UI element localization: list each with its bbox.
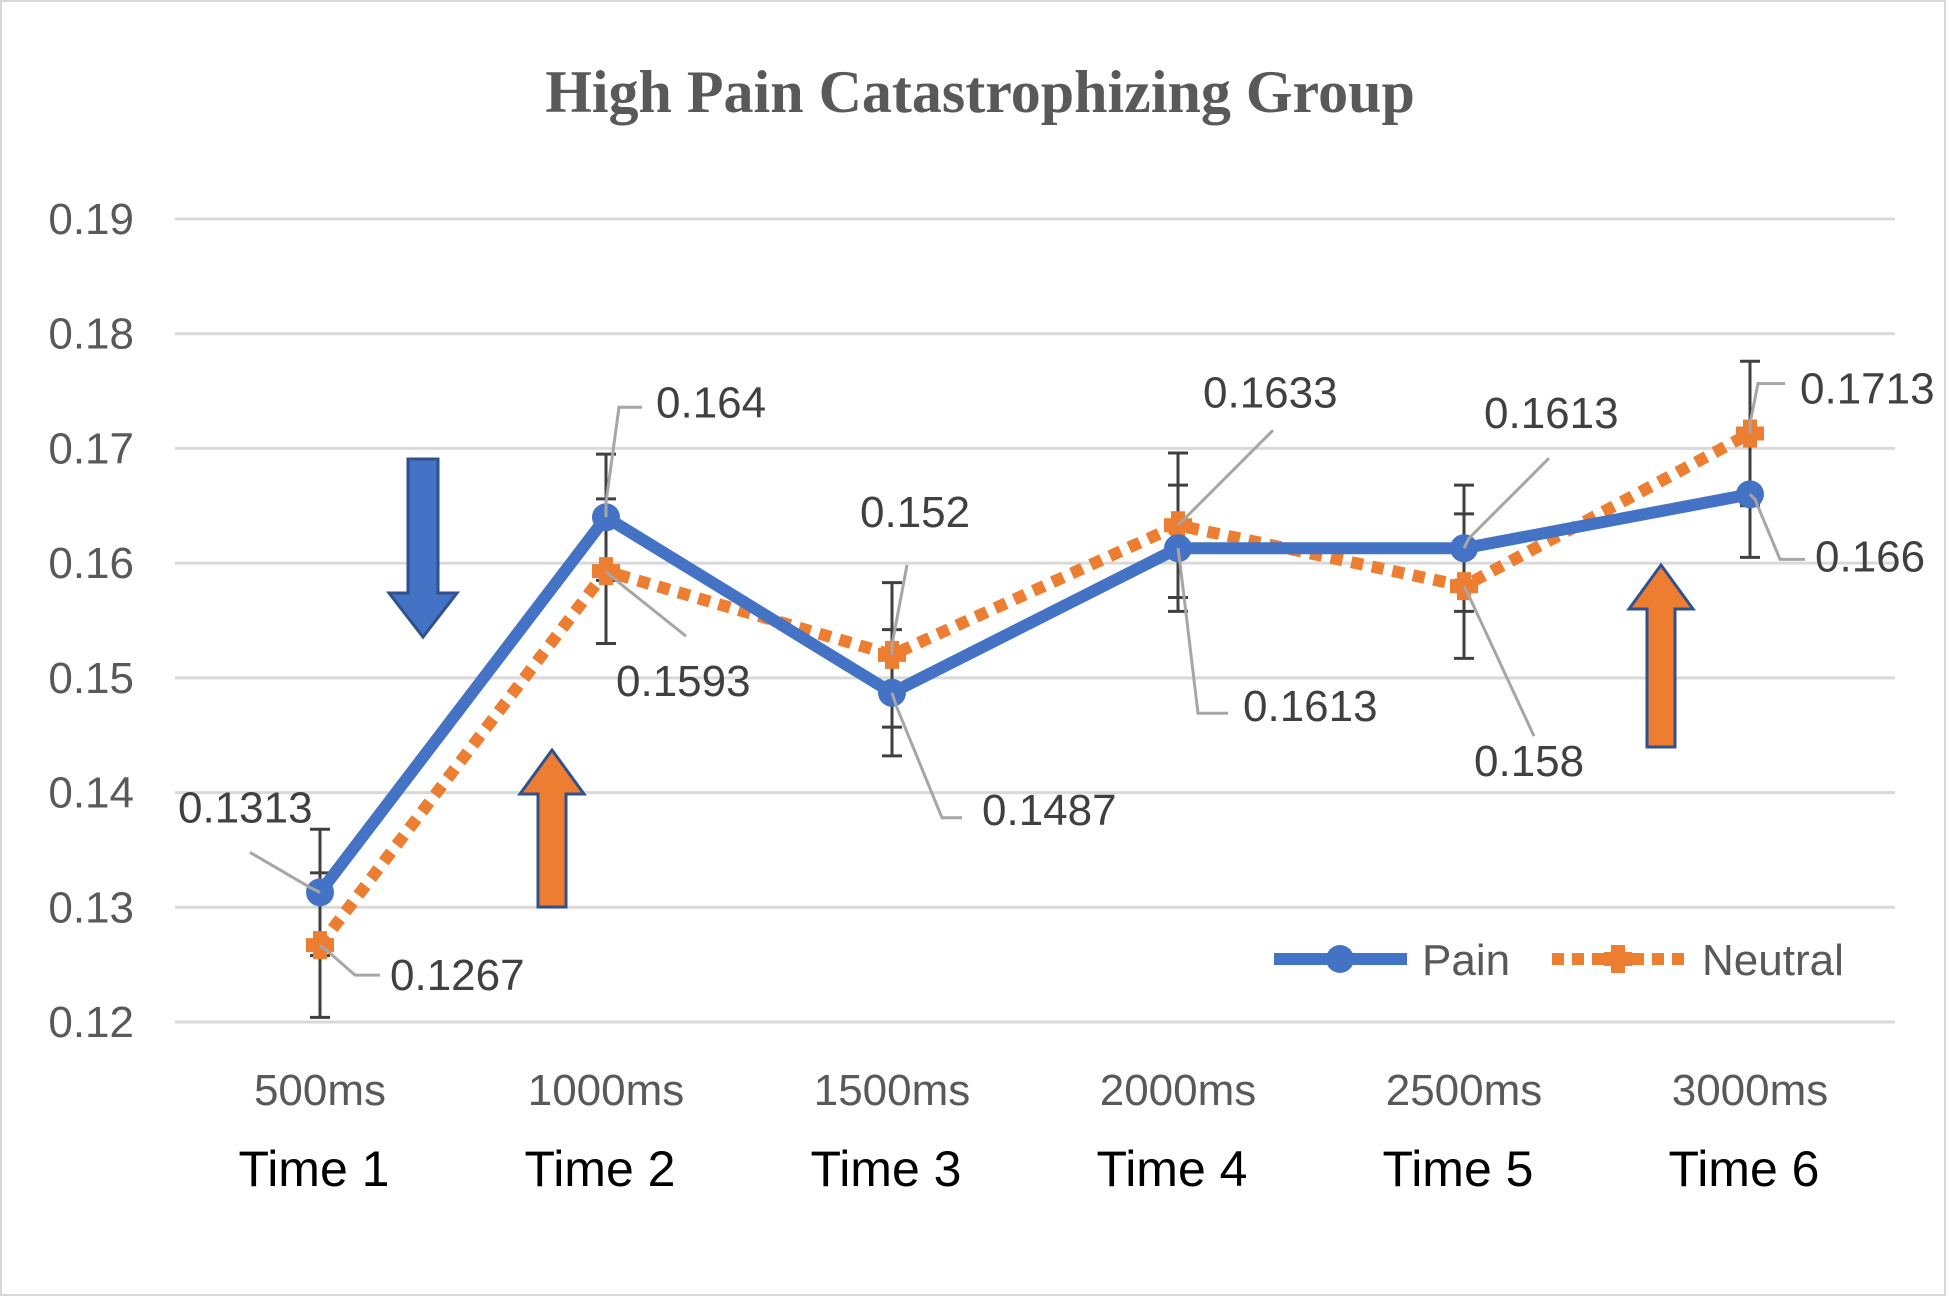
- label-leader-line: [604, 570, 687, 638]
- data-label-neutral: 0.1633: [1203, 368, 1338, 417]
- y-tick-label: 0.12: [48, 998, 134, 1047]
- y-tick-label: 0.15: [48, 654, 134, 703]
- y-tick-label: 0.13: [48, 883, 134, 932]
- series-line-pain: [315, 488, 1752, 897]
- x-category-label: 500ms: [254, 1066, 386, 1115]
- data-label-neutral: 0.1267: [390, 951, 525, 1000]
- x-category-label: 1500ms: [814, 1066, 971, 1115]
- y-tick-label: 0.19: [48, 195, 134, 244]
- label-leader-line: [1748, 493, 1805, 561]
- label-leader-lines: [249, 382, 1805, 977]
- legend-neutral-label: Neutral: [1702, 936, 1844, 985]
- legend-neutral-cross-icon: [1604, 945, 1632, 973]
- x-time-label: Time 5: [1383, 1141, 1534, 1197]
- y-tick-label: 0.16: [48, 539, 134, 588]
- series-lines: [306, 419, 1764, 960]
- x-time-label: Time 4: [1097, 1141, 1248, 1197]
- x-category-label: 1000ms: [528, 1066, 685, 1115]
- legend-neutral-marker: [1604, 945, 1632, 973]
- label-leader-line: [1176, 429, 1275, 527]
- x-time-label: Time 2: [525, 1141, 676, 1197]
- y-tick-label: 0.18: [48, 310, 134, 359]
- label-leader-line: [1462, 457, 1551, 549]
- label-leader-line: [604, 405, 642, 518]
- data-label-neutral: 0.1593: [616, 657, 751, 706]
- data-label-pain: 0.1487: [982, 786, 1117, 835]
- chart-title: High Pain Catastrophizing Group: [545, 59, 1415, 125]
- legend: Pain Neutral: [1274, 936, 1844, 985]
- series-line-neutral: [315, 428, 1753, 949]
- y-axis-ticks: 0.12 0.13 0.14 0.15 0.16 0.17 0.18 0.19: [48, 195, 134, 1047]
- y-tick-label: 0.14: [48, 769, 134, 818]
- data-label-pain: 0.166: [1815, 532, 1925, 581]
- x-category-label: 2500ms: [1386, 1066, 1543, 1115]
- label-leader-line: [319, 943, 380, 977]
- gridlines: [175, 217, 1895, 1024]
- annotation-arrows: [385, 457, 1696, 909]
- x-time-label: Time 6: [1669, 1141, 1820, 1197]
- up-arrow-icon: [517, 747, 587, 909]
- x-time-label: Time 3: [811, 1141, 962, 1197]
- x-category-label: 3000ms: [1672, 1066, 1829, 1115]
- data-label-pain: 0.1613: [1243, 682, 1378, 731]
- label-leader-line: [890, 564, 909, 655]
- data-label-neutral: 0.1713: [1800, 365, 1935, 414]
- data-label-pain: 0.1313: [178, 783, 313, 832]
- down-arrow-icon: [385, 457, 461, 640]
- up-arrow-icon: [1626, 562, 1696, 749]
- data-label-pain: 0.1613: [1484, 389, 1619, 438]
- data-label-neutral: 0.152: [860, 488, 970, 537]
- data-label-neutral: 0.158: [1474, 737, 1584, 786]
- label-leader-line: [1462, 585, 1536, 737]
- error-bars: [310, 359, 1760, 1019]
- label-leader-line: [1748, 382, 1785, 434]
- x-axis-categories: 500ms Time 1 1000ms Time 2 1500ms Time 3 2000m…: [239, 1066, 1829, 1197]
- label-leader-line: [1176, 548, 1228, 715]
- data-labels: 0.1313 0.164 0.1487 0.1613 0.1613 0.166 0.1267…: [178, 365, 1935, 1001]
- legend-pain-label: Pain: [1422, 936, 1510, 985]
- x-category-label: 2000ms: [1100, 1066, 1257, 1115]
- label-leader-line: [249, 851, 321, 894]
- x-time-label: Time 1: [239, 1141, 390, 1197]
- legend-pain-marker: [1326, 945, 1354, 973]
- data-label-pain: 0.164: [656, 378, 766, 427]
- y-tick-label: 0.17: [48, 424, 134, 473]
- label-leader-line: [890, 692, 962, 820]
